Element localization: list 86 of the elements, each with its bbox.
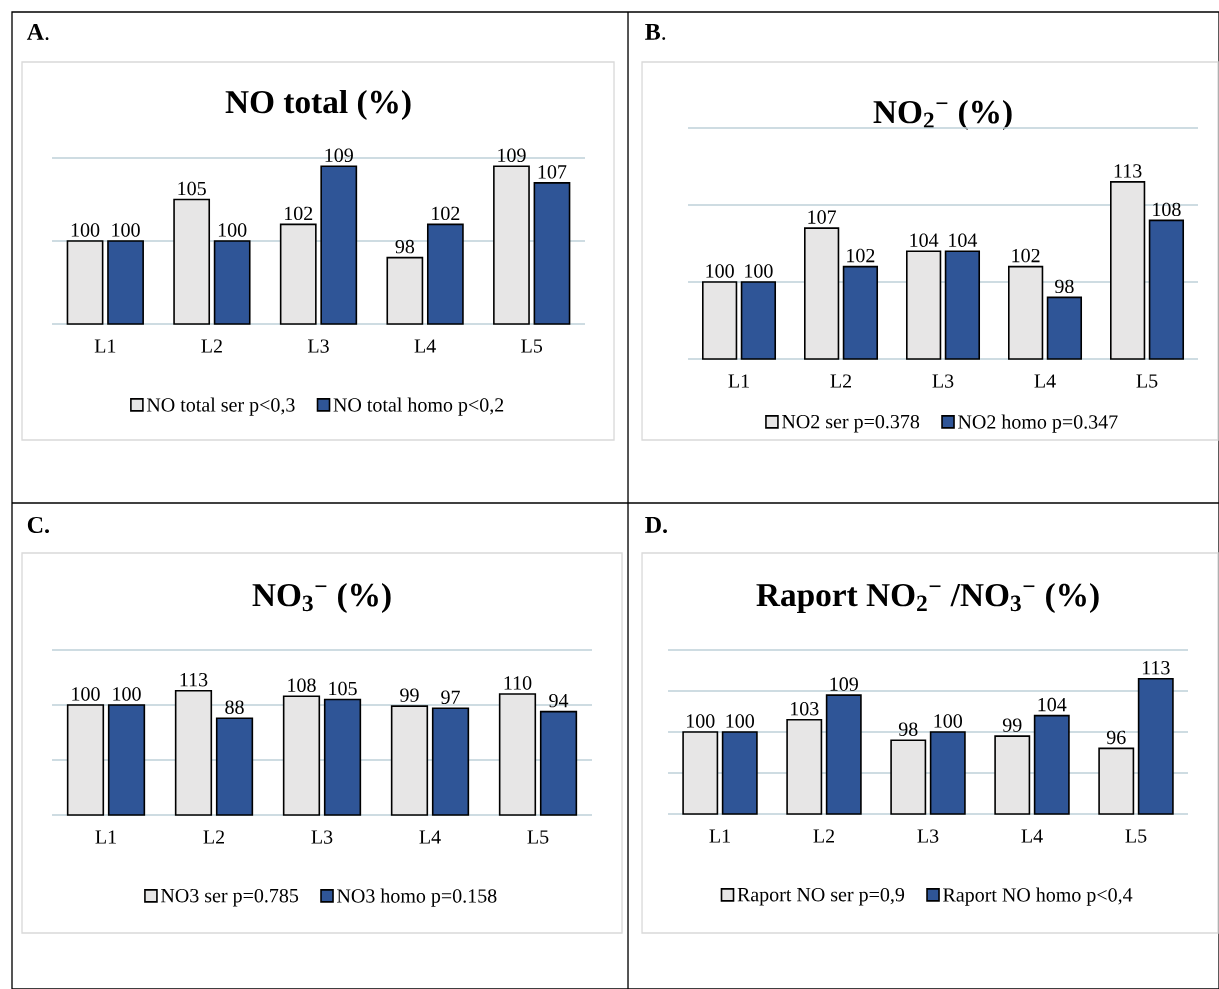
data-label: 100: [934, 714, 963, 728]
legend-label: NO3 ser p=0.785: [160, 888, 299, 907]
data-label: 105: [329, 681, 357, 696]
text: B.: [645, 23, 666, 41]
x-tick-label: L5: [1125, 829, 1147, 843]
x-tick-label: L4: [1034, 374, 1056, 388]
x-tick-label: L3: [917, 829, 939, 843]
data-label: 108: [288, 678, 316, 692]
data-label: 100: [72, 687, 100, 701]
data-label: 98: [1055, 279, 1074, 294]
text: D.: [645, 516, 668, 534]
bar: [107, 704, 146, 816]
legend-label: NO2 homo p=0.347: [958, 414, 1118, 433]
x-tick-label: L3: [311, 830, 333, 844]
data-label: 96: [1106, 730, 1126, 745]
legend-label: NO3 homo p=0.158: [337, 888, 497, 907]
data-label: 113: [1114, 164, 1142, 178]
bar: [431, 707, 470, 816]
data-label: 88: [225, 700, 244, 714]
data-label: 100: [726, 714, 755, 728]
data-label: 100: [218, 223, 247, 237]
data-label: 99: [400, 688, 419, 702]
data-label: 104: [1038, 697, 1067, 712]
x-tick-label: L3: [307, 339, 329, 353]
x-tick-label: L2: [203, 830, 224, 844]
x-tick-label: L2: [830, 374, 852, 388]
data-label: 104: [949, 233, 978, 247]
legend-label: NO total homo p<0,2: [333, 397, 504, 416]
x-tick-label: L1: [728, 374, 749, 388]
bar: [323, 698, 362, 816]
x-tick-label: L5: [521, 339, 543, 353]
chart-title: Raport NO$_{2}$$^{−}$ /NO$_{3}$$^{−}$ (%): [756, 582, 1099, 614]
data-label: 102: [285, 206, 313, 221]
data-label: 107: [808, 210, 837, 224]
x-tick-label: L4: [1021, 829, 1043, 843]
bar: [498, 693, 537, 816]
data-label: 113: [1142, 661, 1170, 675]
x-tick-label: L3: [932, 374, 954, 388]
x-tick-label: L2: [201, 339, 222, 353]
data-label: 94: [549, 693, 569, 708]
bar: [174, 689, 213, 816]
x-tick-label: L1: [94, 339, 116, 353]
data-label: 102: [432, 206, 460, 221]
data-label: 108: [1153, 202, 1181, 217]
bar: [390, 705, 429, 816]
data-label: 109: [498, 148, 526, 163]
data-label: 105: [178, 181, 206, 196]
data-label: 102: [1012, 248, 1040, 263]
data-label: 110: [504, 676, 532, 690]
data-label: 100: [71, 223, 100, 237]
legend-label: Raport NO ser p=0,9: [737, 887, 905, 906]
bar: [539, 710, 578, 816]
data-label: 102: [847, 248, 875, 263]
legend-label: NO2 ser p=0.378: [781, 414, 920, 433]
data-label: 109: [830, 677, 858, 691]
x-tick-label: L5: [527, 830, 549, 844]
text: C.: [27, 516, 49, 534]
data-label: 113: [180, 673, 208, 687]
data-label: 107: [538, 165, 567, 179]
data-label: 99: [1002, 718, 1022, 732]
chart-title: NO$_{3}$$^{−}$ (%): [252, 582, 391, 614]
x-tick-label: L4: [414, 339, 436, 353]
data-label: 104: [910, 233, 939, 247]
x-tick-label: L1: [709, 829, 730, 843]
data-label: 100: [706, 264, 734, 278]
data-label: 100: [113, 687, 141, 701]
bar: [66, 704, 105, 816]
legend-label: NO total ser p<0,3: [146, 397, 295, 416]
x-tick-label: L4: [419, 830, 441, 844]
x-tick-label: L1: [95, 830, 116, 844]
chart-title: NO$_{2}$$^{−}$ (%): [873, 99, 1012, 131]
x-tick-label: L5: [1136, 374, 1158, 388]
data-label: 103: [791, 701, 819, 716]
data-label: 100: [687, 714, 715, 728]
data-label: 98: [395, 239, 415, 254]
data-label: 98: [898, 722, 918, 736]
bar: [282, 695, 321, 816]
x-tick-label: L2: [813, 829, 835, 843]
legend-label: Raport NO homo p<0,4: [943, 887, 1133, 906]
bar: [215, 717, 254, 816]
data-label: 109: [325, 148, 353, 163]
chart-title: NO total (%): [225, 89, 411, 121]
data-label: 97: [441, 690, 460, 705]
data-label: 100: [745, 264, 773, 278]
text: A.: [26, 23, 49, 41]
data-label: 100: [112, 223, 140, 237]
